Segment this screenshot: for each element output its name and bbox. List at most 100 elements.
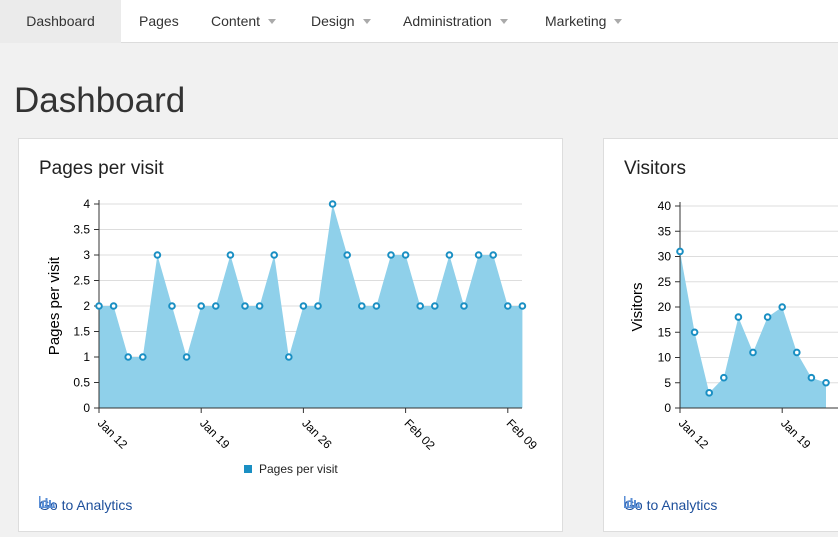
y-tick-label: 2 [83,299,90,313]
data-point [314,302,322,310]
data-point [328,200,337,208]
chevron-down-icon [614,18,623,24]
chevron-down-icon [499,18,508,24]
nav-pages[interactable]: Pages [139,0,179,43]
data-point [705,389,713,397]
nav-design-label: Design [311,13,355,29]
y-tick-label: 15 [658,325,672,339]
x-tick-label: Feb 02 [401,416,438,453]
go-to-analytics-link[interactable]: Go to Analytics [39,496,132,514]
y-tick-label: 1 [83,350,90,364]
y-tick-label: 0 [83,401,90,415]
x-tick-label: Feb 09 [504,416,541,453]
data-point [270,251,278,259]
y-tick-label: 20 [658,300,672,314]
nav-administration[interactable]: Administration [403,0,508,43]
top-navigation: Dashboard Pages Content Design Administr… [0,0,838,43]
visitors-card: Visitors 0 5 10 15 20 25 30 35 40 Jan 12 Jan 19 Vis… [603,138,838,532]
go-to-analytics-label: Go to Analytics [39,497,133,513]
data-point [387,251,395,259]
data-point [720,373,728,382]
data-point [460,302,468,310]
y-axis-title: Pages per visit [46,256,63,355]
y-tick-label: 3.5 [73,223,90,237]
data-point [749,348,757,357]
data-point [763,313,772,321]
y-tick-label: 35 [658,224,672,238]
card-title: Pages per visit [39,158,164,179]
nav-content-label: Content [211,13,261,29]
series-area [99,204,523,408]
data-point [255,302,264,310]
pages-per-visit-chart: 0 0.5 1 1.5 2 2.5 3 3.5 4 Jan 12 Jan 19 Jan 26 Feb 0… [46,197,541,476]
y-axis-title: Visitors [629,283,646,332]
nav-dashboard[interactable]: Dashboard [0,0,121,43]
legend-label: Pages per visit [259,462,338,476]
data-point [285,353,293,361]
data-point [416,302,425,310]
data-point [241,302,249,310]
data-point [474,251,483,259]
series-area [680,251,826,408]
y-tick-label: 0 [664,401,671,415]
data-point [182,353,191,361]
go-to-analytics-label: Go to Analytics [624,497,718,513]
legend-swatch [244,465,252,473]
data-point [793,348,801,357]
y-tick-label: 2.5 [73,274,90,288]
y-tick-label: 25 [658,275,672,289]
data-point [372,302,381,310]
data-point [168,302,176,310]
bar-chart-icon [39,496,55,508]
chevron-down-icon [268,18,277,24]
data-point [778,303,786,311]
visitors-chart: 0 5 10 15 20 25 30 35 40 Jan 12 Jan 19 Visitors [629,199,838,452]
data-point [807,373,816,382]
nav-administration-label: Administration [403,13,492,29]
data-point [124,353,132,361]
y-tick-label: 3 [83,248,90,262]
data-point [822,378,830,387]
data-point [343,251,352,259]
data-point [197,302,205,310]
x-tick-label: Jan 19 [197,416,233,452]
data-point [431,302,439,310]
data-point [226,251,235,259]
nav-content[interactable]: Content [211,0,277,43]
data-point [504,302,512,310]
data-point [95,302,103,310]
nav-design[interactable]: Design [311,0,371,43]
pages-per-visit-card: Pages per visit 0 0.5 1 1.5 2 2.5 3 3.5 4 Jan 12 J… [18,138,563,532]
x-tick-label: Jan 26 [299,416,335,452]
data-point [299,302,308,310]
data-point [734,313,743,321]
bar-chart-icon [624,496,640,508]
y-tick-label: 40 [658,199,672,213]
nav-pages-label: Pages [139,13,179,29]
y-tick-label: 4 [83,197,90,211]
data-point [518,302,527,310]
data-point [676,247,684,256]
nav-marketing-label: Marketing [545,13,607,29]
go-to-analytics-link[interactable]: Go to Analytics [624,496,717,514]
data-point [153,251,162,259]
y-tick-label: 0.5 [73,376,90,390]
data-point [358,302,366,310]
page-title: Dashboard [14,81,186,120]
x-tick-label: Jan 12 [676,416,712,452]
data-point [212,302,220,310]
y-tick-label: 1.5 [73,325,90,339]
nav-dashboard-label: Dashboard [26,13,95,29]
nav-marketing[interactable]: Marketing [545,0,623,43]
data-point [401,251,410,259]
data-point [139,353,147,361]
y-tick-label: 10 [658,351,672,365]
card-title: Visitors [624,158,686,179]
x-tick-label: Jan 19 [778,416,814,452]
data-point [690,328,699,337]
y-tick-label: 5 [664,376,671,390]
chevron-down-icon [362,18,371,24]
x-tick-label: Jan 12 [95,416,131,452]
y-tick-label: 30 [658,250,672,264]
data-point [109,302,118,310]
